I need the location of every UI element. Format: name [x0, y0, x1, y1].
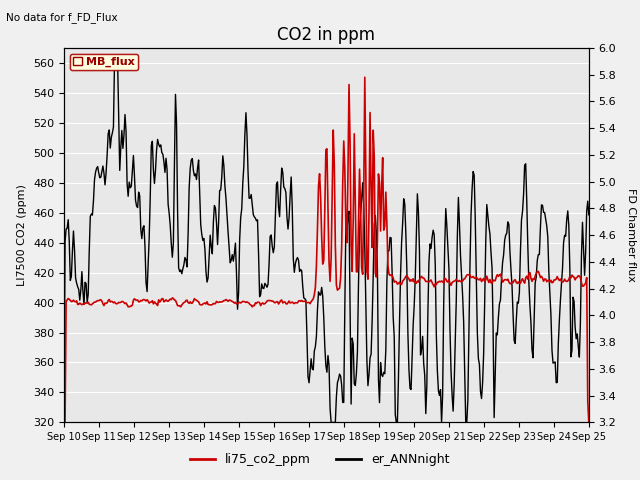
er_ANNnight	[111, 60, 118, 66]
er_ANNnight	[310, 348, 318, 354]
li75_co2_ppm	[344, 170, 352, 176]
Title: CO2 in ppm: CO2 in ppm	[277, 25, 376, 44]
er_ANNnight	[60, 420, 68, 425]
er_ANNnight	[314, 307, 321, 312]
Line: li75_co2_ppm: li75_co2_ppm	[64, 77, 589, 422]
li75_co2_ppm	[585, 420, 593, 425]
li75_co2_ppm	[309, 296, 317, 302]
Legend: li75_co2_ppm, er_ANNnight: li75_co2_ppm, er_ANNnight	[186, 448, 454, 471]
Y-axis label: LI7500 CO2 (ppm): LI7500 CO2 (ppm)	[17, 184, 28, 286]
li75_co2_ppm	[374, 237, 381, 242]
er_ANNnight	[345, 208, 353, 214]
Legend: MB_flux: MB_flux	[70, 54, 138, 71]
li75_co2_ppm	[492, 278, 499, 284]
li75_co2_ppm	[312, 263, 320, 269]
Text: No data for f_FD_Flux: No data for f_FD_Flux	[6, 12, 118, 23]
er_ANNnight	[585, 212, 593, 218]
er_ANNnight	[492, 372, 499, 378]
li75_co2_ppm	[573, 275, 581, 280]
er_ANNnight	[573, 331, 581, 337]
li75_co2_ppm	[60, 420, 68, 425]
Y-axis label: FD Chamber flux: FD Chamber flux	[626, 188, 636, 282]
er_ANNnight	[374, 265, 381, 271]
Line: er_ANNnight: er_ANNnight	[64, 63, 589, 422]
li75_co2_ppm	[361, 74, 369, 80]
